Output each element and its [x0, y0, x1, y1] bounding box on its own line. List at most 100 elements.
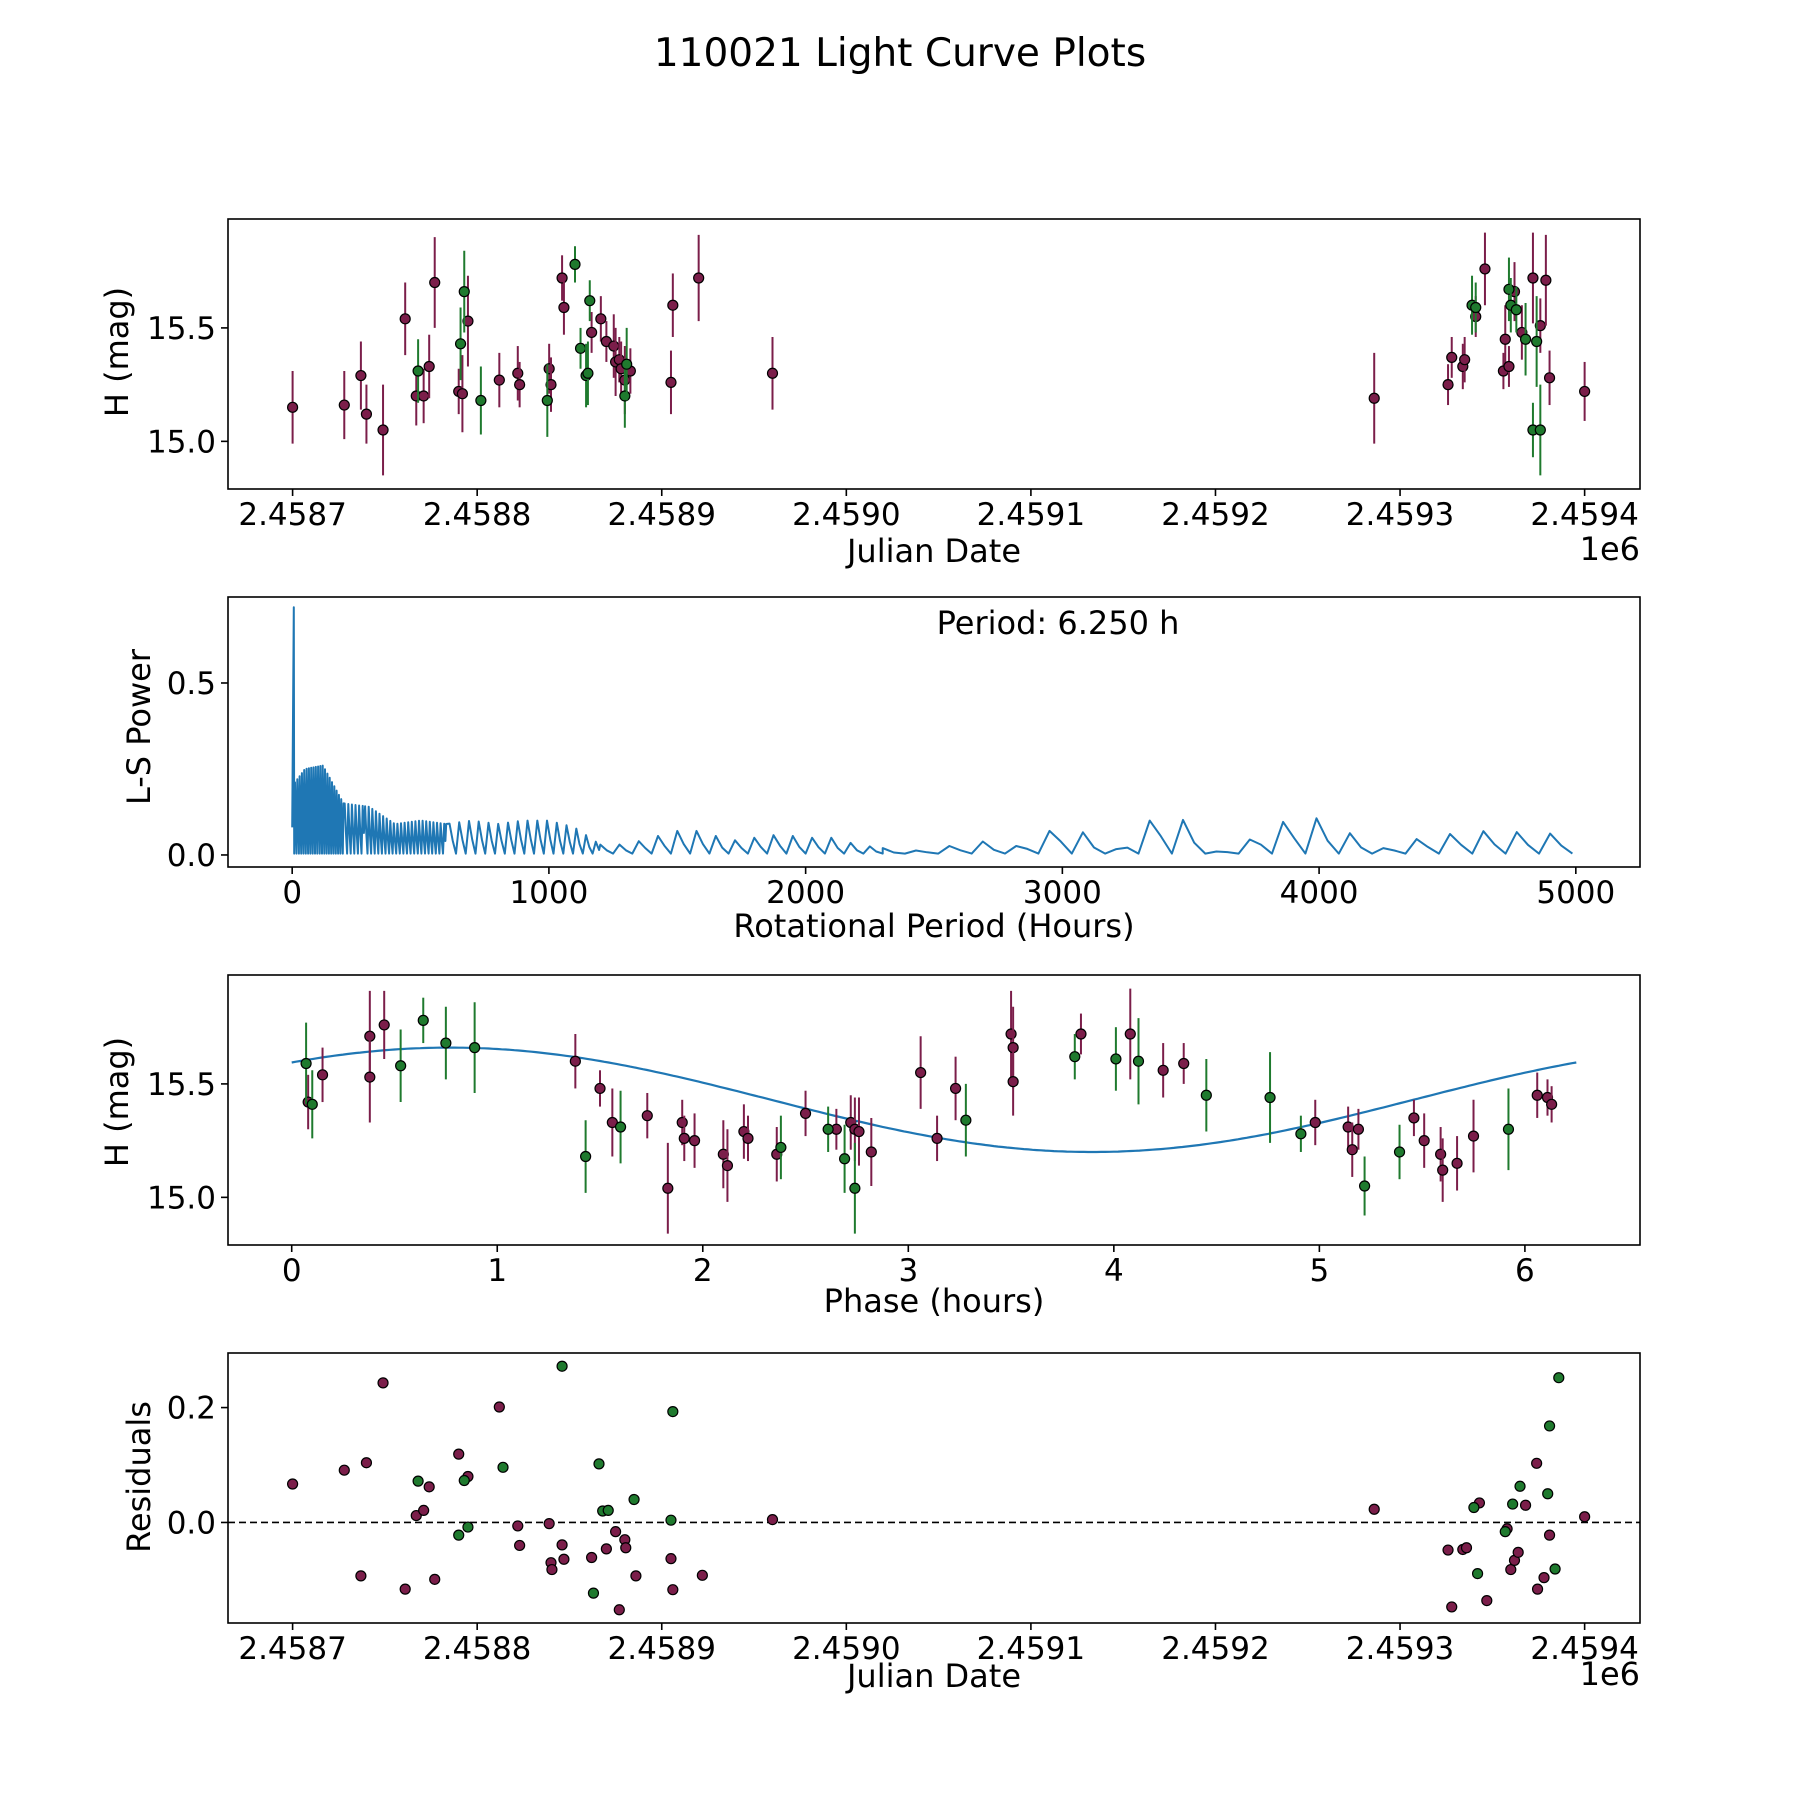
- light-curve-point-g: [412, 365, 424, 377]
- periodogram-frame: [227, 596, 1641, 868]
- phased-curve-point-r: [641, 1110, 653, 1122]
- phased-curve-point-r: [1075, 1028, 1087, 1040]
- phased-curve-point-r: [949, 1082, 962, 1095]
- phased-curve-xtick-label: 2: [693, 1253, 713, 1289]
- residuals-point-r: [423, 1481, 435, 1493]
- residuals-xlabel: Julian Date: [845, 1657, 1021, 1695]
- phased-curve-point-g: [1393, 1146, 1406, 1158]
- residuals-point-g: [1507, 1498, 1519, 1510]
- light-curve-point-r: [287, 401, 299, 413]
- residuals-point-r: [377, 1377, 389, 1389]
- phased-curve-point-r: [1005, 1028, 1017, 1040]
- phased-curve-point-g: [838, 1153, 851, 1165]
- residuals-point-r: [558, 1553, 570, 1565]
- residuals-point-g: [497, 1461, 509, 1473]
- periodogram-xtick-label: 5000: [1536, 875, 1615, 911]
- light-curve-point-g: [1470, 301, 1482, 314]
- residuals-point-r: [543, 1518, 555, 1530]
- residuals-panel: 2.4587 2.4588 2.4589 2.4590 2.4591 2.4592 2.45…: [167, 1352, 1641, 1667]
- light-curve-point-r: [1527, 272, 1539, 284]
- residuals-point-g: [458, 1474, 470, 1487]
- periodogram-power-line: [291, 606, 1573, 855]
- light-curve-point-g: [569, 258, 581, 270]
- residuals-point-r: [1368, 1503, 1380, 1515]
- residuals-point-r: [696, 1569, 708, 1581]
- light-curve-point-r: [1459, 354, 1471, 366]
- phased-curve-point-r: [688, 1135, 701, 1147]
- residuals-point-r: [1519, 1499, 1532, 1511]
- periodogram-annotation: Period: 6.250 h: [937, 604, 1180, 642]
- residuals-point-g: [1499, 1526, 1511, 1538]
- phased-curve-point-r: [364, 1071, 376, 1083]
- periodogram-xtick-label: 3000: [1023, 875, 1102, 911]
- light-curve-xtick-label: 2.4587: [238, 497, 346, 533]
- light-curve-point-g: [619, 390, 631, 402]
- residuals-point-r: [399, 1583, 411, 1595]
- periodogram-plot-area: [291, 606, 1573, 855]
- residuals-point-r: [610, 1526, 622, 1538]
- light-curve-point-r: [429, 276, 441, 289]
- phased-curve-point-r: [915, 1066, 927, 1079]
- phased-curve-point-r: [1346, 1144, 1358, 1156]
- light-curve-point-r: [543, 363, 555, 375]
- phased-curve-point-g: [306, 1098, 318, 1110]
- light-curve-point-r: [545, 379, 557, 391]
- periodogram-xtick-label: 4000: [1280, 875, 1359, 911]
- light-curve-xlabel: Julian Date: [845, 532, 1021, 570]
- residuals-point-r: [1481, 1594, 1493, 1607]
- residuals-point-g: [462, 1521, 474, 1533]
- residuals-point-g: [602, 1504, 614, 1517]
- light-curve-point-r: [1446, 351, 1458, 364]
- residuals-point-r: [600, 1543, 612, 1555]
- residuals-xtick-label: 2.4587: [238, 1631, 346, 1667]
- phased-curve-ytick-label: 15.0: [147, 1180, 216, 1216]
- light-curve-point-r: [355, 369, 367, 382]
- residuals-point-r: [766, 1513, 779, 1526]
- light-curve-point-r: [338, 399, 350, 411]
- phased-curve-point-r: [799, 1107, 812, 1120]
- phased-curve-xtick-label: 4: [1104, 1253, 1124, 1289]
- phased-curve-point-g: [822, 1123, 834, 1135]
- periodogram-ytick-label: 0.5: [167, 666, 216, 702]
- light-curve-point-g: [541, 394, 553, 407]
- phased-curve-point-r: [1408, 1112, 1420, 1124]
- residuals-xtick-label: 2.4588: [423, 1631, 531, 1667]
- residuals-point-g: [556, 1360, 568, 1372]
- light-curve-frame: [227, 218, 1641, 490]
- residuals-point-g: [1543, 1420, 1556, 1432]
- residuals-xtick-label: 2.4594: [1530, 1631, 1638, 1667]
- light-curve-point-r: [1540, 274, 1552, 286]
- phased-curve-point-r: [676, 1116, 688, 1129]
- phased-curve-xtick-label: 5: [1310, 1253, 1330, 1289]
- residuals-point-r: [429, 1573, 441, 1585]
- phased-curve-point-r: [853, 1125, 865, 1138]
- residuals-point-r: [665, 1553, 677, 1565]
- light-curve-point-r: [766, 367, 779, 379]
- phased-curve-point-r: [742, 1132, 754, 1144]
- phased-curve-point-r: [1352, 1123, 1365, 1135]
- phased-curve-panel: 0 1 2 3 4 5 6 15.0 15.5: [147, 974, 1641, 1289]
- periodogram-xlabel: Rotational Period (Hours): [733, 907, 1134, 945]
- residuals-ytick-label: 0.2: [167, 1391, 216, 1427]
- residuals-ylabel: Residuals: [120, 1401, 158, 1553]
- light-curve-ylabel: H (mag): [98, 287, 136, 417]
- light-curve-xtick-label: 2.4593: [1346, 497, 1454, 533]
- light-curve-panel: 2.4587 2.4588 2.4589 2.4590 2.4591 2.4592 2.45…: [147, 218, 1641, 533]
- phased-curve-point-g: [960, 1114, 972, 1126]
- phased-curve-point-g: [440, 1037, 452, 1049]
- residuals-point-r: [556, 1539, 568, 1551]
- residuals-point-g: [412, 1475, 424, 1487]
- light-curve-point-r: [586, 326, 598, 339]
- residuals-point-r: [1579, 1511, 1591, 1523]
- residuals-point-g: [593, 1458, 605, 1470]
- periodogram-xtick-label: 1000: [509, 875, 588, 911]
- light-curve-point-r: [423, 360, 435, 373]
- phased-curve-point-g: [1502, 1123, 1515, 1135]
- phased-curve-xtick-label: 6: [1515, 1253, 1535, 1289]
- periodogram-ylabel: L-S Power: [120, 648, 158, 805]
- light-curve-point-g: [582, 367, 594, 379]
- residuals-offset-label: 1e6: [1580, 1655, 1640, 1693]
- phased-curve-point-g: [1200, 1089, 1212, 1101]
- light-curve-point-r: [595, 313, 607, 325]
- phased-curve-point-g: [1069, 1051, 1081, 1063]
